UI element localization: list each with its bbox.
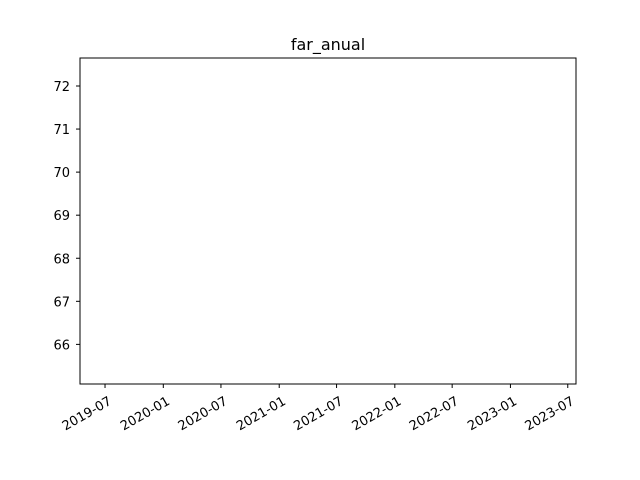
y-tick-label: 67: [53, 295, 70, 310]
y-tick-label: 70: [53, 166, 70, 181]
y-tick-label: 72: [53, 80, 70, 95]
y-tick-label: 71: [53, 123, 70, 138]
y-tick-label: 68: [53, 252, 70, 267]
y-tick-label: 69: [53, 209, 70, 224]
y-axis: 66 67 68 69 70 71 72: [53, 80, 80, 353]
plot-area: [79, 57, 577, 385]
y-tick-label: 66: [53, 338, 70, 353]
chart-title: far_anual: [291, 35, 365, 55]
